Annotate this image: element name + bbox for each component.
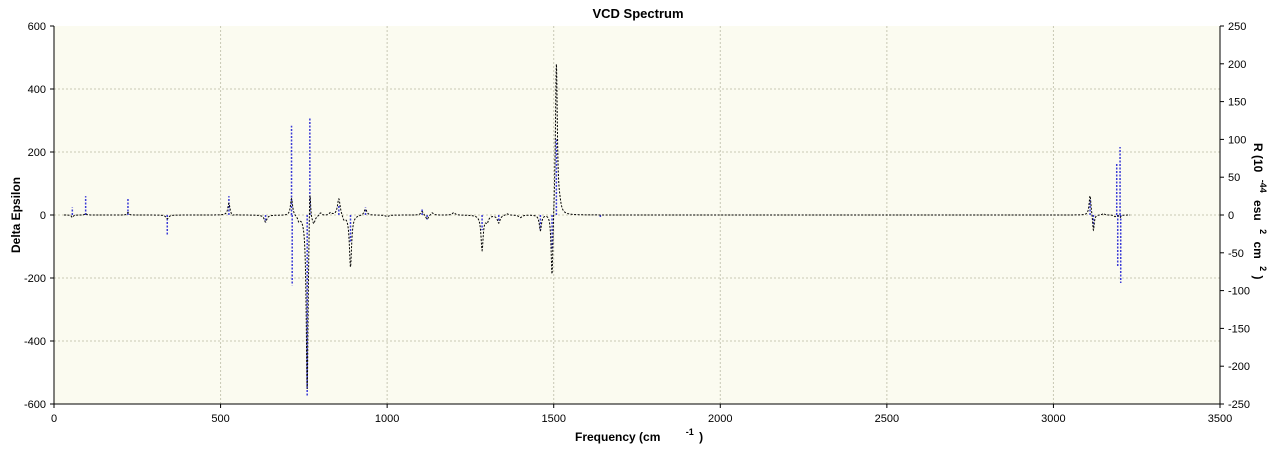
y-right-label-part: esu xyxy=(1251,200,1265,221)
y-right-tick-label: 50 xyxy=(1228,172,1240,184)
chart-title: VCD Spectrum xyxy=(592,6,683,21)
y-tick-label: 0 xyxy=(40,210,46,222)
y-right-tick-label: -150 xyxy=(1228,323,1250,335)
y-tick-label: -400 xyxy=(24,336,46,348)
axes xyxy=(50,25,1224,408)
y-right-tick-label: -50 xyxy=(1228,248,1244,260)
y-right-label-part: -44 xyxy=(1258,180,1268,193)
y-tick-label: -200 xyxy=(24,273,46,285)
y-right-label-part: 2 xyxy=(1258,266,1268,271)
x-tick-label: 0 xyxy=(51,413,57,425)
y-right-tick-label: -200 xyxy=(1228,361,1250,373)
x-axis-label-main: Frequency (cm xyxy=(575,430,660,444)
y-right-tick-label: 0 xyxy=(1228,210,1234,222)
spectrum-line xyxy=(63,64,1131,389)
y-right-label-part: ) xyxy=(1251,275,1265,279)
x-axis-label-sup: -1 xyxy=(686,427,694,437)
y-right-label-part: R (10 xyxy=(1251,143,1265,173)
y-right-tick-label: -100 xyxy=(1228,286,1250,298)
y-right-label-part: 2 xyxy=(1258,229,1268,234)
y-tick-label: 400 xyxy=(28,84,46,96)
y-right-tick-label: 100 xyxy=(1228,134,1246,146)
x-tick-label: 3500 xyxy=(1208,413,1232,425)
x-tick-label: 1500 xyxy=(541,413,565,425)
x-axis-label: Frequency (cm -1 ) xyxy=(575,424,703,444)
x-tick-label: 1000 xyxy=(375,413,399,425)
y-tick-label: 200 xyxy=(28,147,46,159)
y-right-tick-label: 200 xyxy=(1228,59,1246,71)
x-tick-label: 2500 xyxy=(875,413,899,425)
y-tick-label: 600 xyxy=(28,21,46,33)
y-right-tick-label: 150 xyxy=(1228,97,1246,109)
x-axis-label-end: ) xyxy=(699,430,703,444)
y-axis-right-label: R (10 -44 esu 2 cm 2 ) xyxy=(1251,143,1271,279)
y-axis-label: Delta Epsilon xyxy=(9,177,23,253)
x-tick-label: 3000 xyxy=(1041,413,1065,425)
y-right-label-part: cm xyxy=(1251,241,1265,258)
y-right-tick-label: 250 xyxy=(1228,21,1246,33)
x-tick-label: 2000 xyxy=(708,413,732,425)
y-tick-label: -600 xyxy=(24,399,46,411)
x-tick-label: 500 xyxy=(211,413,229,425)
y-right-tick-label: -250 xyxy=(1228,399,1250,411)
tick-labels: 0 500 1000 1500 2000 2500 3000 3500-600-400-200… xyxy=(24,21,1250,425)
